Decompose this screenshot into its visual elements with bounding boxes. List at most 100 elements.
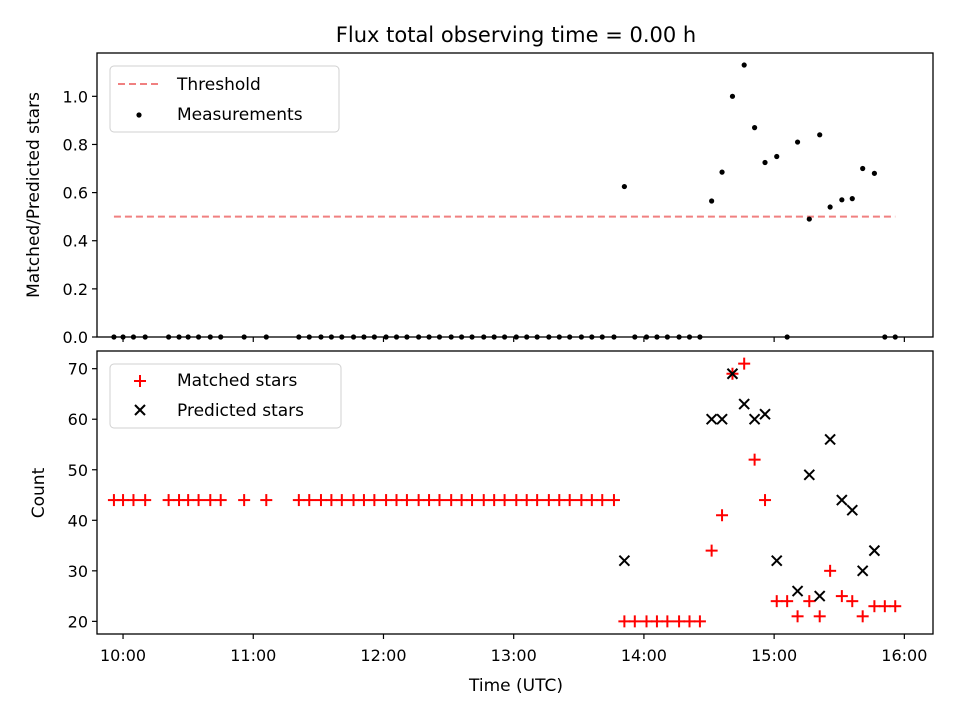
- matched-stars-point: [628, 615, 641, 628]
- measurements-point: [860, 165, 866, 172]
- matched-stars-point: [466, 494, 479, 507]
- matched-stars-point: [347, 494, 360, 507]
- measurements-point: [741, 62, 747, 68]
- matched-stars-point: [835, 590, 848, 603]
- matched-stars-point: [673, 615, 686, 628]
- measurements-point: [774, 153, 780, 160]
- matched-stars-point: [520, 494, 533, 507]
- count-plot-area: [107, 357, 902, 628]
- matched-stars-point: [162, 494, 175, 507]
- measurements-point: [849, 196, 855, 202]
- ratio-ticks: 0.0 0.2 0.4 0.6 0.8 1.0: [63, 87, 905, 347]
- matched-stars-point: [661, 615, 674, 628]
- matched-stars-point: [455, 494, 468, 507]
- matched-stars-point: [607, 494, 620, 507]
- matched-stars-point: [260, 494, 273, 507]
- matched-stars-point: [204, 494, 217, 507]
- matched-stars-point: [477, 494, 490, 507]
- count-ytick-label: 50: [68, 461, 88, 480]
- count-xtick-label: 16:00: [881, 646, 927, 665]
- matched-stars-point: [488, 494, 501, 507]
- measurements-point: [871, 170, 878, 176]
- predicted-stars-point: [738, 398, 750, 410]
- measurements-point: [719, 169, 725, 175]
- measurements-point: [827, 204, 833, 210]
- count-xtick-label: 11:00: [230, 646, 276, 665]
- measurements-point: [709, 198, 715, 204]
- matched-legend-label: Matched stars: [177, 371, 297, 391]
- count-ytick-label: 70: [68, 360, 88, 379]
- measurements-legend-label: Measurements: [177, 105, 303, 125]
- matched-stars-point: [693, 615, 706, 628]
- measurements-point: [817, 132, 823, 138]
- count-ytick-label: 40: [68, 511, 88, 530]
- matched-stars-point: [335, 494, 348, 507]
- ratio-ytick-label: 0.6: [63, 184, 88, 203]
- count-xtick-label: 14:00: [621, 646, 667, 665]
- ratio-legend-box: [109, 65, 340, 133]
- threshold-legend-label: Threshold: [176, 75, 261, 95]
- matched-stars-point: [127, 494, 140, 507]
- matched-stars-point: [510, 494, 523, 507]
- predicted-stars-point: [791, 585, 804, 597]
- predicted-stars-point: [759, 408, 771, 420]
- matched-stars-point: [139, 494, 152, 507]
- predicted-stars-point: [705, 413, 718, 425]
- matched-stars-point: [716, 509, 729, 522]
- measurements-point: [752, 125, 758, 131]
- predicted-stars-point: [814, 590, 826, 602]
- count-ytick-label: 20: [68, 612, 88, 631]
- matched-stars-point: [182, 494, 195, 507]
- matched-stars-point: [314, 494, 327, 507]
- count-axes-frame: [96, 350, 934, 635]
- matched-stars-point: [748, 453, 761, 466]
- matched-stars-point: [531, 494, 544, 507]
- count-xtick-label: 13:00: [491, 646, 537, 665]
- matched-stars-point: [738, 357, 751, 370]
- predicted-stars-point: [856, 565, 869, 577]
- matched-stars-point: [846, 595, 859, 608]
- figure-title: Flux total observing time = 0.00 h: [336, 23, 696, 47]
- measurements-point: [729, 93, 736, 99]
- measurements-point: [839, 197, 845, 203]
- matched-stars-point: [498, 494, 511, 507]
- ratio-ytick-label: 1.0: [63, 87, 88, 106]
- matched-stars-point: [824, 564, 837, 577]
- predicted-stars-point: [726, 368, 739, 380]
- matched-stars-point: [813, 610, 826, 623]
- matched-legend-swatch: [134, 375, 146, 387]
- predicted-stars-point: [824, 433, 836, 446]
- ratio-ytick-label: 0.8: [63, 135, 88, 154]
- matched-stars-point: [705, 544, 718, 557]
- count-xtick-label: 15:00: [751, 646, 797, 665]
- count-x-axis-label: Time (UTC): [468, 676, 563, 696]
- matched-stars-point: [368, 494, 381, 507]
- matched-stars-point: [868, 600, 881, 613]
- predicted-stars-point: [846, 504, 858, 516]
- count-xtick-label: 12:00: [360, 646, 406, 665]
- ratio-ytick-label: 0.0: [63, 328, 88, 347]
- matched-stars-point: [889, 600, 902, 613]
- matched-stars-point: [770, 595, 783, 608]
- matched-stars-point: [390, 494, 403, 507]
- count-ticks: 20 30 40 50 60 70 10:00 11:00 12:00 13:00 14:00 15:…: [68, 360, 928, 665]
- ratio-legend: Threshold Measurements: [109, 65, 340, 133]
- measurements-point: [621, 183, 627, 190]
- matched-stars-point: [542, 494, 555, 507]
- matched-stars-point: [650, 615, 663, 628]
- predicted-stars-point: [748, 413, 761, 425]
- matched-stars-point: [563, 494, 576, 507]
- matched-stars-point: [423, 494, 436, 507]
- matched-stars-point: [325, 494, 338, 507]
- predicted-legend-label: Predicted stars: [177, 401, 304, 421]
- matched-stars-point: [640, 615, 653, 628]
- ratio-ytick-label: 0.4: [63, 232, 88, 251]
- predicted-stars-point: [868, 544, 881, 557]
- matched-stars-point: [803, 595, 816, 608]
- matched-stars-point: [400, 494, 413, 507]
- ratio-y-axis-label: Matched/Predicted stars: [24, 92, 44, 298]
- count-xtick-label: 10:00: [100, 646, 146, 665]
- matched-stars-point: [683, 615, 696, 628]
- measurements-legend-swatch: [136, 112, 142, 118]
- predicted-stars-point: [836, 494, 848, 506]
